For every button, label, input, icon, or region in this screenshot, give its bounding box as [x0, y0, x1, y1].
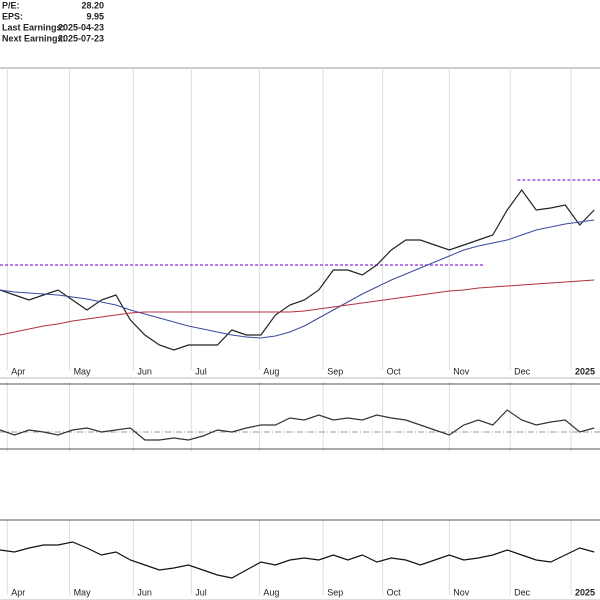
x-tick-label: Jun [137, 587, 152, 597]
info-label: Next Earnings: [2, 33, 66, 43]
x-tick-label: Nov [453, 587, 470, 597]
x-tick-label: Jul [195, 366, 207, 376]
x-tick-label: Apr [11, 366, 25, 376]
x-tick-label: Aug [263, 366, 279, 376]
x-tick-label: Oct [387, 366, 402, 376]
x-tick-label: Aug [263, 587, 279, 597]
info-label: P/E: [2, 0, 20, 10]
x-tick-label: Sep [327, 366, 343, 376]
series-line [0, 541, 595, 579]
x-tick-label: May [74, 366, 92, 376]
x-tick-label: Nov [453, 366, 470, 376]
info-value: 2025-04-23 [58, 22, 104, 32]
x-tick-label: Dec [514, 587, 531, 597]
x-tick-label: Jun [137, 366, 152, 376]
series-line [0, 219, 595, 339]
x-tick-label: Sep [327, 587, 343, 597]
info-value: 2025-07-23 [58, 33, 104, 43]
series-line [0, 279, 595, 336]
x-tick-label: 2025 [575, 587, 595, 597]
x-tick-label: Dec [514, 366, 531, 376]
info-value: 28.20 [81, 0, 104, 10]
x-tick-label: Jul [195, 587, 207, 597]
x-tick-label: Oct [387, 587, 402, 597]
info-box: P/E: 28.20 EPS: 9.95 Last Earnings: 2025… [2, 0, 104, 43]
info-value: 9.95 [86, 11, 104, 21]
info-label: Last Earnings: [2, 22, 65, 32]
x-tick-label: Apr [11, 587, 25, 597]
x-tick-label: 2025 [575, 366, 595, 376]
info-label: EPS: [2, 11, 23, 21]
series-line [0, 188, 595, 351]
series-line [0, 409, 595, 441]
x-tick-label: May [74, 587, 92, 597]
